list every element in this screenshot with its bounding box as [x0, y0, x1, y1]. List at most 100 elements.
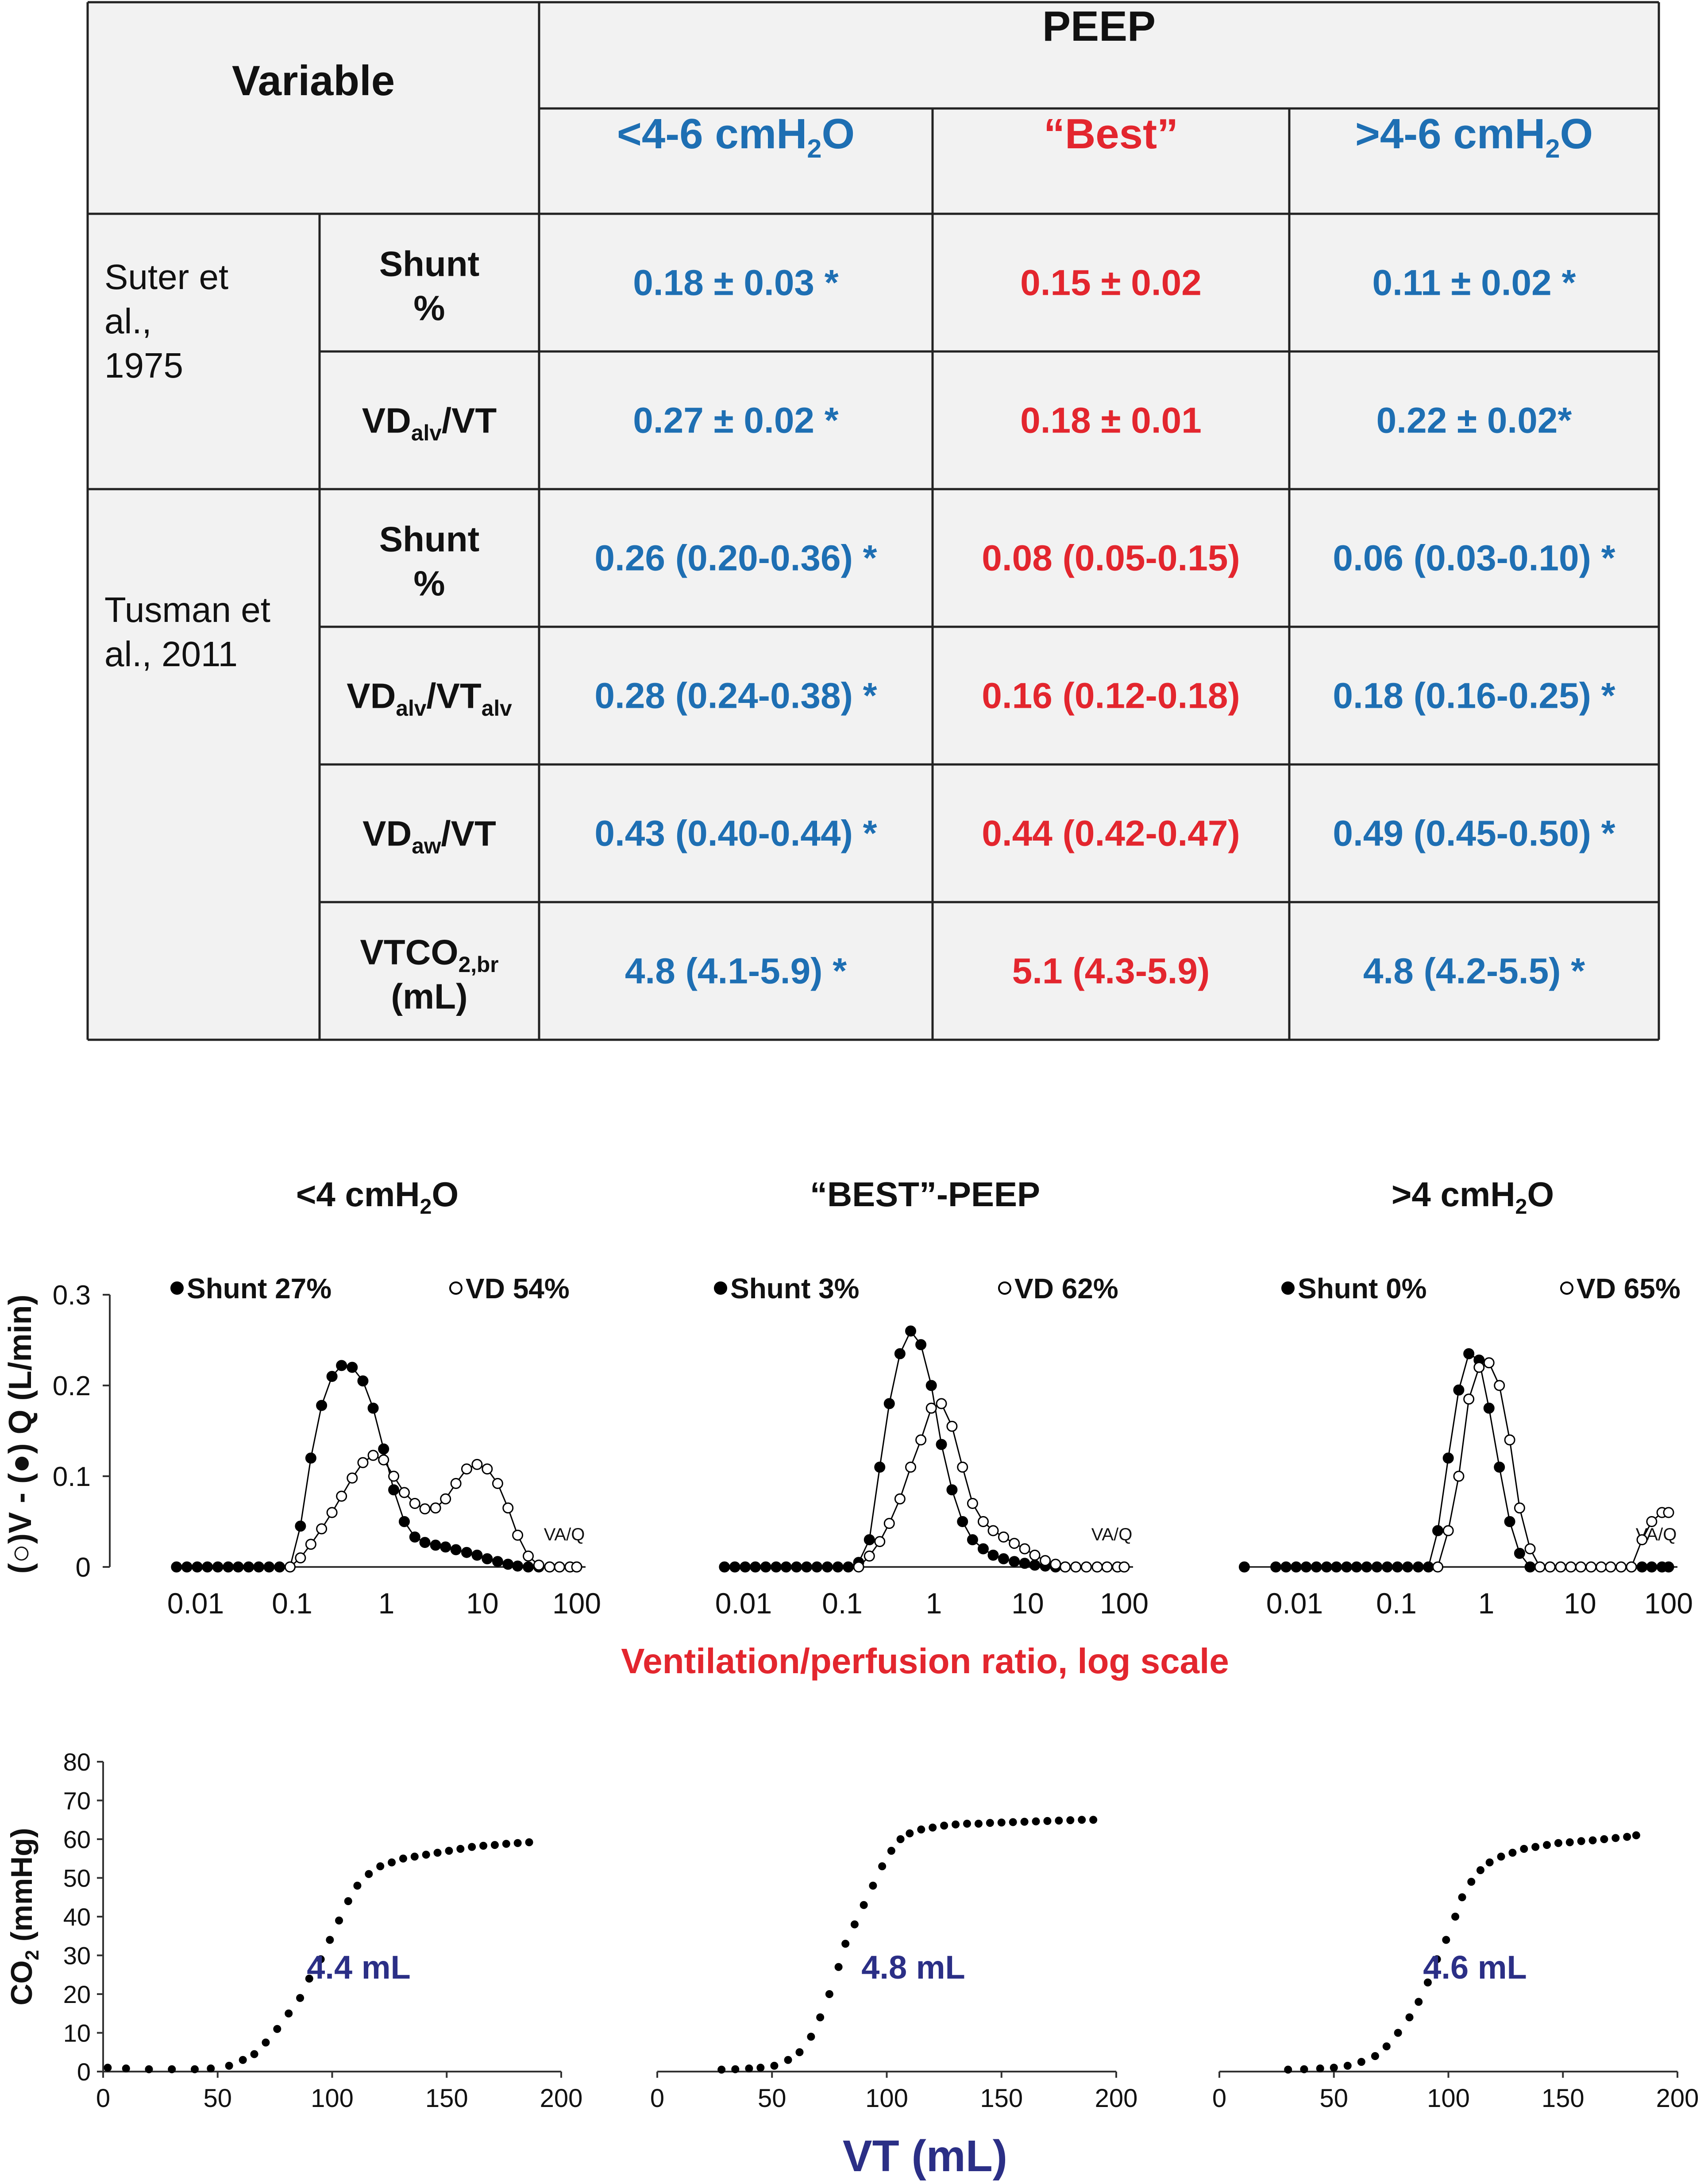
data-point — [1382, 2042, 1391, 2051]
data-point — [801, 1561, 812, 1573]
data-point — [305, 1452, 316, 1464]
subscript: aw — [412, 833, 441, 858]
data-point — [791, 1561, 802, 1573]
text-part: >4 cmH — [1392, 1175, 1515, 1214]
data-point — [295, 1520, 306, 1532]
data-point — [731, 2065, 740, 2073]
data-point — [1555, 1561, 1566, 1573]
data-point — [523, 1550, 534, 1562]
data-point — [316, 1523, 328, 1535]
data-point — [1284, 2065, 1292, 2074]
data-point — [1330, 2064, 1338, 2072]
data-point — [1476, 1866, 1484, 1874]
legend-marker — [1560, 1281, 1573, 1295]
variable-label: VTCO2,br — [360, 933, 498, 977]
data-point — [1663, 1507, 1674, 1518]
data-point — [378, 1443, 389, 1455]
data-point — [336, 1360, 347, 1371]
data-point — [896, 1835, 905, 1843]
legend-marker — [449, 1281, 463, 1295]
x-tick-label: 200 — [540, 2084, 583, 2113]
data-point — [915, 1339, 927, 1351]
text-part: <4 cmH — [296, 1175, 420, 1214]
x-tick-label: 100 — [1644, 1587, 1693, 1620]
legend-label: Shunt 0% — [1298, 1273, 1427, 1304]
data-point — [878, 1862, 887, 1871]
table-cell-value: 4.8 (4.1-5.9) * — [625, 951, 847, 992]
data-point — [471, 1549, 483, 1561]
data-point — [207, 2064, 215, 2072]
x-tick-label: 150 — [425, 2084, 468, 2113]
table-cell-value: 0.43 (0.40-0.44) * — [594, 814, 877, 854]
data-point — [513, 1839, 522, 1847]
data-point — [1330, 1561, 1342, 1573]
text-part: Shunt — [379, 520, 480, 559]
data-point — [864, 1550, 875, 1562]
table-cell-value: 5.1 (4.3-5.9) — [1012, 951, 1210, 992]
data-point — [906, 1829, 914, 1837]
data-point — [864, 1534, 875, 1545]
study-label: al., — [104, 301, 152, 341]
variable-label-line2: % — [413, 289, 445, 328]
data-point — [719, 1561, 730, 1573]
dead-space-annotation: 4.4 mL — [307, 1949, 410, 1986]
text-part: <4-6 cmH — [617, 110, 807, 158]
text-part: VTCO — [360, 933, 458, 972]
data-point — [1524, 1543, 1536, 1555]
text-part: O — [822, 110, 855, 158]
data-point — [523, 1561, 534, 1573]
data-point — [326, 1507, 338, 1518]
data-point — [410, 1852, 419, 1861]
peep-column-header: “Best” — [1044, 110, 1178, 158]
data-point — [997, 1818, 1006, 1827]
capnogram-panel: 0 50 100 150 200 4.8 mL — [650, 1816, 1137, 2113]
data-point — [316, 1400, 328, 1411]
data-point — [388, 1484, 400, 1496]
data-point — [388, 1470, 400, 1482]
data-point — [974, 1820, 983, 1828]
data-point — [1423, 1978, 1432, 1987]
data-point — [740, 1561, 751, 1573]
table-cell-value: 0.15 ± 0.02 — [1020, 263, 1202, 303]
variable-label-line2: % — [413, 564, 445, 603]
data-point — [482, 1463, 493, 1475]
data-point — [450, 1544, 462, 1555]
study-label: 1975 — [104, 346, 183, 385]
data-point — [512, 1560, 524, 1572]
data-point — [1451, 1913, 1460, 1921]
data-point — [1600, 1835, 1608, 1843]
text-part: VD — [362, 401, 411, 440]
data-point — [316, 1955, 325, 1964]
data-point — [250, 2050, 258, 2058]
data-point — [894, 1493, 906, 1505]
data-point — [398, 1516, 410, 1527]
data-point — [544, 1561, 555, 1573]
data-point — [525, 1838, 533, 1846]
data-point — [253, 1561, 265, 1573]
data-point — [936, 1398, 947, 1409]
data-point — [479, 1841, 488, 1850]
data-point — [571, 1561, 582, 1573]
data-point — [419, 1503, 431, 1515]
x-tick-label: 150 — [980, 2084, 1023, 2113]
data-point — [1473, 1362, 1485, 1373]
data-point — [1238, 1561, 1250, 1573]
dead-space-annotation: 4.8 mL — [861, 1949, 965, 1986]
data-point — [1412, 1561, 1424, 1573]
data-point — [770, 2061, 779, 2070]
text-part: /VT — [426, 676, 482, 716]
subscript: alv — [411, 421, 442, 445]
x-tick-label: 100 — [552, 1587, 601, 1620]
data-point — [305, 1539, 316, 1550]
data-point — [998, 1553, 1009, 1565]
peep-column-header: >4-6 cmH2O — [1355, 110, 1593, 163]
subscript: 2 — [1515, 1195, 1527, 1219]
data-point — [1534, 1561, 1546, 1573]
x-tick-label: 0 — [96, 2084, 110, 2113]
text-part: >4-6 cmH — [1355, 110, 1546, 158]
data-point — [1588, 1836, 1597, 1844]
x-tick-label: 100 — [865, 2084, 908, 2113]
data-point — [1415, 1998, 1423, 2006]
x-tick-label: 1 — [378, 1587, 395, 1620]
